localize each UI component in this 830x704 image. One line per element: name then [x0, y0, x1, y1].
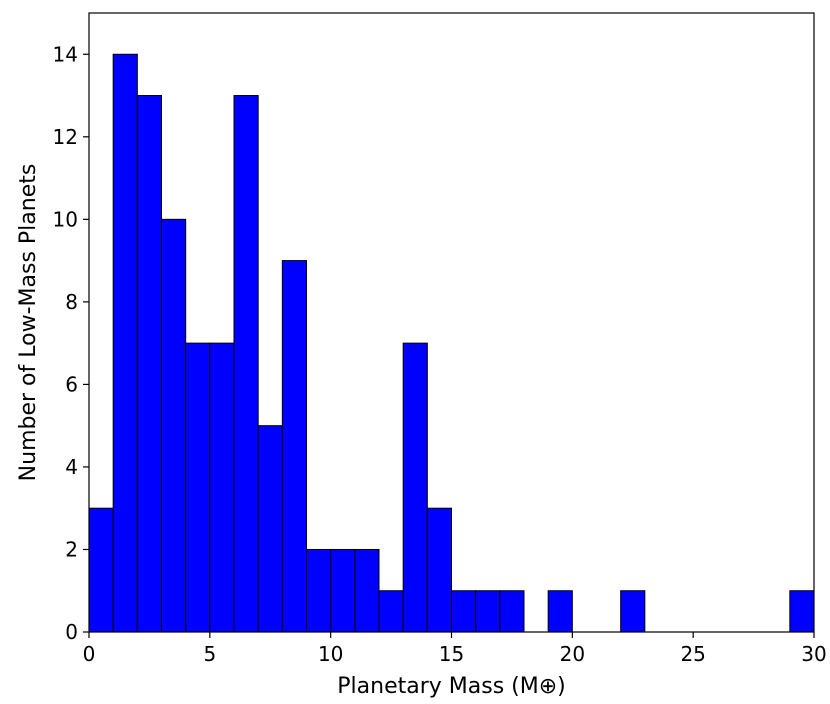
x-tick-label: 20: [560, 642, 585, 666]
histogram-bar: [402, 342, 428, 633]
histogram-bar: [789, 590, 815, 633]
histogram-bar: [378, 590, 404, 633]
y-tick-label: 10: [53, 207, 78, 231]
histogram-bar: [233, 95, 259, 633]
histogram-bar: [620, 590, 646, 633]
x-axis-label: Planetary Mass (M⊕): [337, 674, 565, 699]
histogram-bar: [136, 95, 162, 633]
histogram-bar: [112, 53, 138, 633]
histogram-bar: [354, 548, 380, 633]
histogram-bar: [161, 218, 187, 633]
histogram-bars: [88, 53, 815, 633]
histogram-bar: [499, 590, 525, 633]
histogram-bar: [88, 507, 114, 633]
histogram-bar: [185, 342, 211, 633]
histogram-bar: [547, 590, 573, 633]
histogram-bar: [281, 260, 308, 633]
y-tick-label: 14: [53, 42, 78, 66]
y-tick-label: 2: [65, 537, 78, 561]
y-tick-label: 4: [65, 455, 78, 479]
y-axis-label: Number of Low-Mass Planets: [16, 164, 41, 482]
x-tick-label: 0: [83, 642, 96, 666]
y-tick-label: 8: [65, 290, 78, 314]
histogram-bar: [475, 590, 501, 633]
y-tick-label: 12: [53, 125, 78, 149]
histogram-bar: [330, 548, 356, 633]
y-tick-label: 0: [65, 620, 78, 644]
histogram-bar: [451, 590, 477, 633]
y-axis-ticks: 0 2 4 6 8 10 12 14: [53, 42, 89, 644]
histogram-bar: [257, 425, 283, 633]
x-axis-ticks: 0 5 10 15 20 25 30: [83, 632, 827, 666]
x-tick-label: 30: [801, 642, 826, 666]
x-tick-label: 15: [439, 642, 464, 666]
x-tick-label: 25: [680, 642, 705, 666]
histogram-bar: [426, 507, 453, 633]
histogram-bar: [209, 342, 235, 633]
x-tick-label: 10: [318, 642, 343, 666]
histogram-bar: [306, 548, 332, 633]
x-tick-label: 5: [203, 642, 216, 666]
y-tick-label: 6: [65, 372, 78, 396]
